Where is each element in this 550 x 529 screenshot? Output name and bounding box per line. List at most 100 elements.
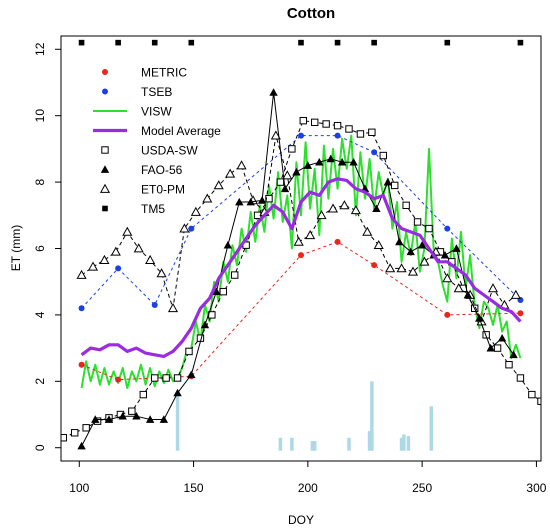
triangle-marker <box>173 388 182 397</box>
legend-item-fao-56: FAO-56 <box>100 163 183 177</box>
legend-item-et0-pm: ET0-PM <box>99 183 185 197</box>
triangle-marker <box>179 223 190 233</box>
dot-marker <box>371 149 378 156</box>
y-tick-label: 4 <box>33 311 47 318</box>
chart-title: Cotton <box>287 5 335 22</box>
triangle-marker <box>213 180 224 190</box>
dot-marker <box>444 225 451 232</box>
triangle-marker <box>257 196 267 204</box>
square-marker <box>151 374 159 382</box>
axes: 100 150 200 250 300 0 2 4 6 8 10 12 <box>33 42 547 495</box>
dot-marker <box>371 262 378 269</box>
triangle-marker <box>349 157 358 166</box>
square-marker <box>139 390 147 399</box>
legend-item-tseb: TSEB <box>102 85 172 99</box>
series-et0-pm <box>76 130 521 326</box>
triangle-marker <box>133 243 144 253</box>
square-marker <box>128 407 136 415</box>
triangle-marker <box>442 273 453 283</box>
square-marker <box>413 218 422 226</box>
series-tm5 <box>78 39 524 46</box>
square-marker <box>371 39 377 46</box>
legend-label: METRIC <box>141 66 187 80</box>
triangle-marker <box>200 320 210 329</box>
square-marker <box>322 120 330 128</box>
dot-marker <box>102 88 108 95</box>
dot-marker <box>188 225 195 232</box>
square-marker <box>185 347 193 356</box>
triangle-marker <box>77 441 86 450</box>
dot-marker <box>334 238 341 245</box>
y-tick-label: 2 <box>33 378 47 385</box>
series-fao-56 <box>77 88 518 450</box>
triangle-marker <box>156 268 167 278</box>
x-axis-label: DOY <box>288 513 314 527</box>
square-marker <box>219 287 227 296</box>
triangle-marker <box>282 170 293 180</box>
dot-marker <box>102 69 108 75</box>
precip-bar <box>310 441 315 451</box>
square-marker <box>356 130 365 138</box>
legend-label: VISW <box>141 105 172 119</box>
triangle-marker <box>212 287 221 296</box>
triangle-marker <box>350 205 361 215</box>
precip-bar <box>278 437 283 451</box>
dot-marker <box>298 252 304 259</box>
triangle-marker <box>280 184 290 193</box>
triangle-marker <box>395 237 404 246</box>
square-marker <box>425 224 433 233</box>
triangle-marker <box>440 250 450 259</box>
plot-area <box>61 39 541 451</box>
square-marker <box>493 344 502 352</box>
precip-bar <box>312 441 317 451</box>
triangle-marker <box>167 303 179 313</box>
triangle-marker <box>419 256 430 266</box>
square-marker <box>265 194 273 203</box>
precip-bar <box>406 436 411 451</box>
triangle-marker <box>145 415 155 423</box>
dot-marker <box>115 265 122 272</box>
square-marker <box>78 39 85 46</box>
triangle-marker <box>303 161 313 169</box>
triangle-marker <box>235 197 244 206</box>
plot-content <box>61 39 541 451</box>
triangle-marker <box>385 263 396 273</box>
square-marker <box>115 39 121 46</box>
square-marker <box>334 39 341 46</box>
square-marker <box>151 39 158 46</box>
precip-bar <box>402 434 406 451</box>
dot-marker <box>444 311 451 318</box>
triangle-marker <box>87 261 99 271</box>
triangle-marker <box>270 130 281 140</box>
triangle-marker <box>132 411 141 420</box>
triangle-marker <box>104 415 114 423</box>
triangle-marker <box>362 226 373 236</box>
square-marker <box>333 121 342 130</box>
legend-label: USDA-SW <box>141 144 198 158</box>
triangle-marker <box>509 350 518 359</box>
square-marker <box>298 39 304 46</box>
triangle-marker <box>110 246 121 256</box>
plot-frame <box>60 35 542 462</box>
triangle-marker <box>269 88 278 96</box>
triangle-marker <box>486 343 495 352</box>
dot-marker <box>517 310 524 317</box>
legend: METRIC TSEB VISW Model Average USDA-SW FAO-56… <box>93 66 221 216</box>
y-tick-label: 6 <box>33 245 47 252</box>
square-marker <box>61 434 67 442</box>
precip-bar <box>347 437 351 451</box>
triangle-marker <box>453 283 464 293</box>
triangle-marker <box>396 263 407 273</box>
legend-item-visw: VISW <box>93 105 172 119</box>
triangle-marker <box>383 177 393 186</box>
dot-marker <box>78 361 85 368</box>
triangle-marker <box>339 200 350 210</box>
dot-marker <box>78 305 85 312</box>
triangle-marker <box>292 167 301 176</box>
triangle-marker <box>91 415 100 423</box>
square-marker <box>444 39 451 46</box>
square-marker <box>71 429 79 437</box>
square-marker <box>379 151 387 160</box>
y-tick-label: 10 <box>33 109 47 123</box>
triangle-marker <box>510 289 521 299</box>
